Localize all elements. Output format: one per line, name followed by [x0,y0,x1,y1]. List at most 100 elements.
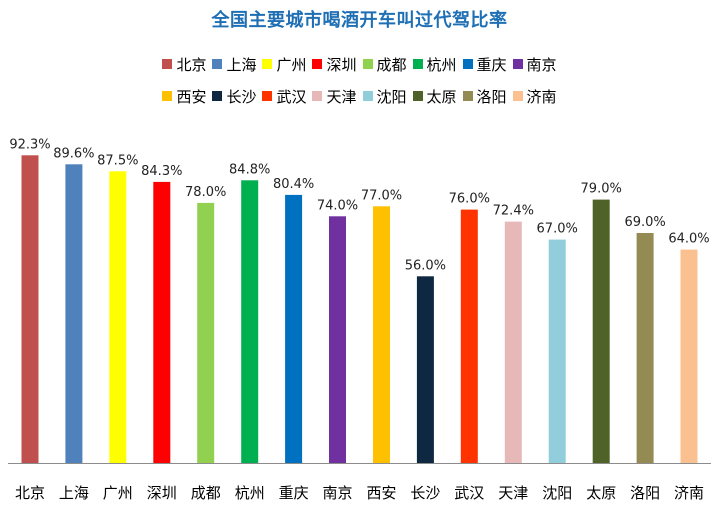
legend-item: 武汉 [262,86,306,107]
bar [416,276,434,463]
legend-item: 上海 [212,54,256,75]
legend-item: 杭州 [412,54,457,75]
legend-swatch [262,91,273,101]
x-tick-label: 太原 [586,484,616,502]
bar [548,239,566,463]
data-label: 76.0% [449,192,490,207]
x-tick-label: 武汉 [454,484,484,502]
legend-row: 北京 上海 广州 深圳 成都 杭州 重庆 南京 [0,53,719,75]
legend-item: 重庆 [462,54,507,75]
legend-label: 沈阳 [376,87,407,106]
bar [592,199,610,463]
x-tick-label: 洛阳 [630,484,660,502]
x-tick-label: 重庆 [279,484,309,502]
legend-swatch [312,91,323,101]
legend-swatch [412,91,423,101]
bar [460,209,478,463]
bar [65,164,83,464]
legend-swatch [512,59,523,69]
x-tick-label: 长沙 [410,484,440,502]
x-tick-label: 西安 [366,484,396,502]
data-label: 56.0% [405,258,446,273]
legend-item: 沈阳 [362,86,407,107]
legend-swatch [362,91,373,101]
legend-item: 西安 [162,86,206,107]
legend-item: 洛阳 [462,86,507,107]
bar [153,181,171,463]
legend-label: 天津 [326,87,357,106]
legend-swatch [212,59,223,69]
bar [21,155,39,464]
legend-label: 太原 [426,87,457,106]
bar [329,216,346,463]
data-label: 79.0% [581,182,622,197]
legend-label: 杭州 [426,55,457,74]
legend-swatch [312,59,323,69]
legend-swatch [162,59,173,69]
bar [680,249,698,463]
data-label: 77.0% [361,188,402,203]
data-label: 87.5% [97,153,138,168]
x-tick-label: 济南 [674,484,704,502]
legend-item: 济南 [512,86,557,107]
data-label: 92.3% [9,137,50,152]
legend-item: 成都 [362,54,407,75]
legend-label: 长沙 [226,87,257,106]
data-label: 64.0% [668,232,709,247]
legend-item: 天津 [312,86,357,107]
bar [636,233,654,463]
legend-swatch [362,59,373,69]
x-tick-label: 上海 [59,484,89,502]
chart-title: 全国主要城市喝酒开车叫过代驾比率 [211,10,508,31]
legend-item: 深圳 [312,54,357,75]
legend-label: 武汉 [276,87,307,106]
bar [373,206,390,464]
x-tick-label: 杭州 [235,484,265,502]
data-label: 74.0% [317,198,358,213]
legend-label: 南京 [526,55,557,74]
data-label: 84.3% [141,164,182,179]
bar [109,171,127,464]
legend-label: 北京 [176,55,207,74]
bar [197,202,215,463]
legend-item: 南京 [512,54,557,75]
x-tick-label: 天津 [498,484,528,502]
data-label: 84.8% [229,162,270,177]
legend-swatch [462,91,473,101]
legend-label: 上海 [226,55,257,74]
legend-row: 西安 长沙 武汉 天津 沈阳 太原 洛阳 济南 [0,85,719,107]
x-tick-label: 成都 [191,484,221,502]
legend-swatch [412,59,423,69]
legend-swatch [462,59,473,69]
x-tick-label: 深圳 [147,484,177,502]
legend-item: 广州 [262,54,306,75]
data-label: 80.4% [273,177,314,192]
data-label: 89.6% [53,146,94,161]
data-label: 72.4% [493,204,534,219]
legend-label: 济南 [526,87,557,106]
legend-label: 西安 [176,87,207,106]
legend-swatch [262,59,273,69]
data-label: 78.0% [185,185,226,200]
x-tick-label: 广州 [103,484,133,502]
legend-swatch [512,91,523,101]
x-tick-label: 北京 [15,484,45,502]
x-tick-label: 沈阳 [542,484,572,502]
legend-swatch [162,91,173,101]
legend-item: 北京 [162,54,206,75]
legend-item: 长沙 [212,86,256,107]
bar [504,221,522,463]
legend-label: 深圳 [326,55,357,74]
legend-label: 重庆 [476,55,507,74]
bar [241,180,259,464]
data-label: 67.0% [537,222,578,237]
legend-label: 洛阳 [476,87,507,106]
legend-swatch [212,91,223,101]
legend-label: 广州 [276,55,307,74]
x-tick-label: 南京 [322,484,352,502]
legend-item: 太原 [412,86,457,107]
bar [285,194,303,463]
legend-label: 成都 [376,55,407,74]
data-label: 69.0% [624,215,665,230]
